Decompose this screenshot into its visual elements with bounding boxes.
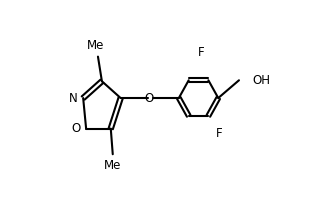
Text: OH: OH xyxy=(253,74,271,87)
Text: O: O xyxy=(71,122,81,135)
Text: Me: Me xyxy=(104,159,122,172)
Text: F: F xyxy=(216,127,223,140)
Text: F: F xyxy=(198,46,205,59)
Text: N: N xyxy=(68,92,77,105)
Text: Me: Me xyxy=(87,39,105,52)
Text: O: O xyxy=(145,92,154,105)
